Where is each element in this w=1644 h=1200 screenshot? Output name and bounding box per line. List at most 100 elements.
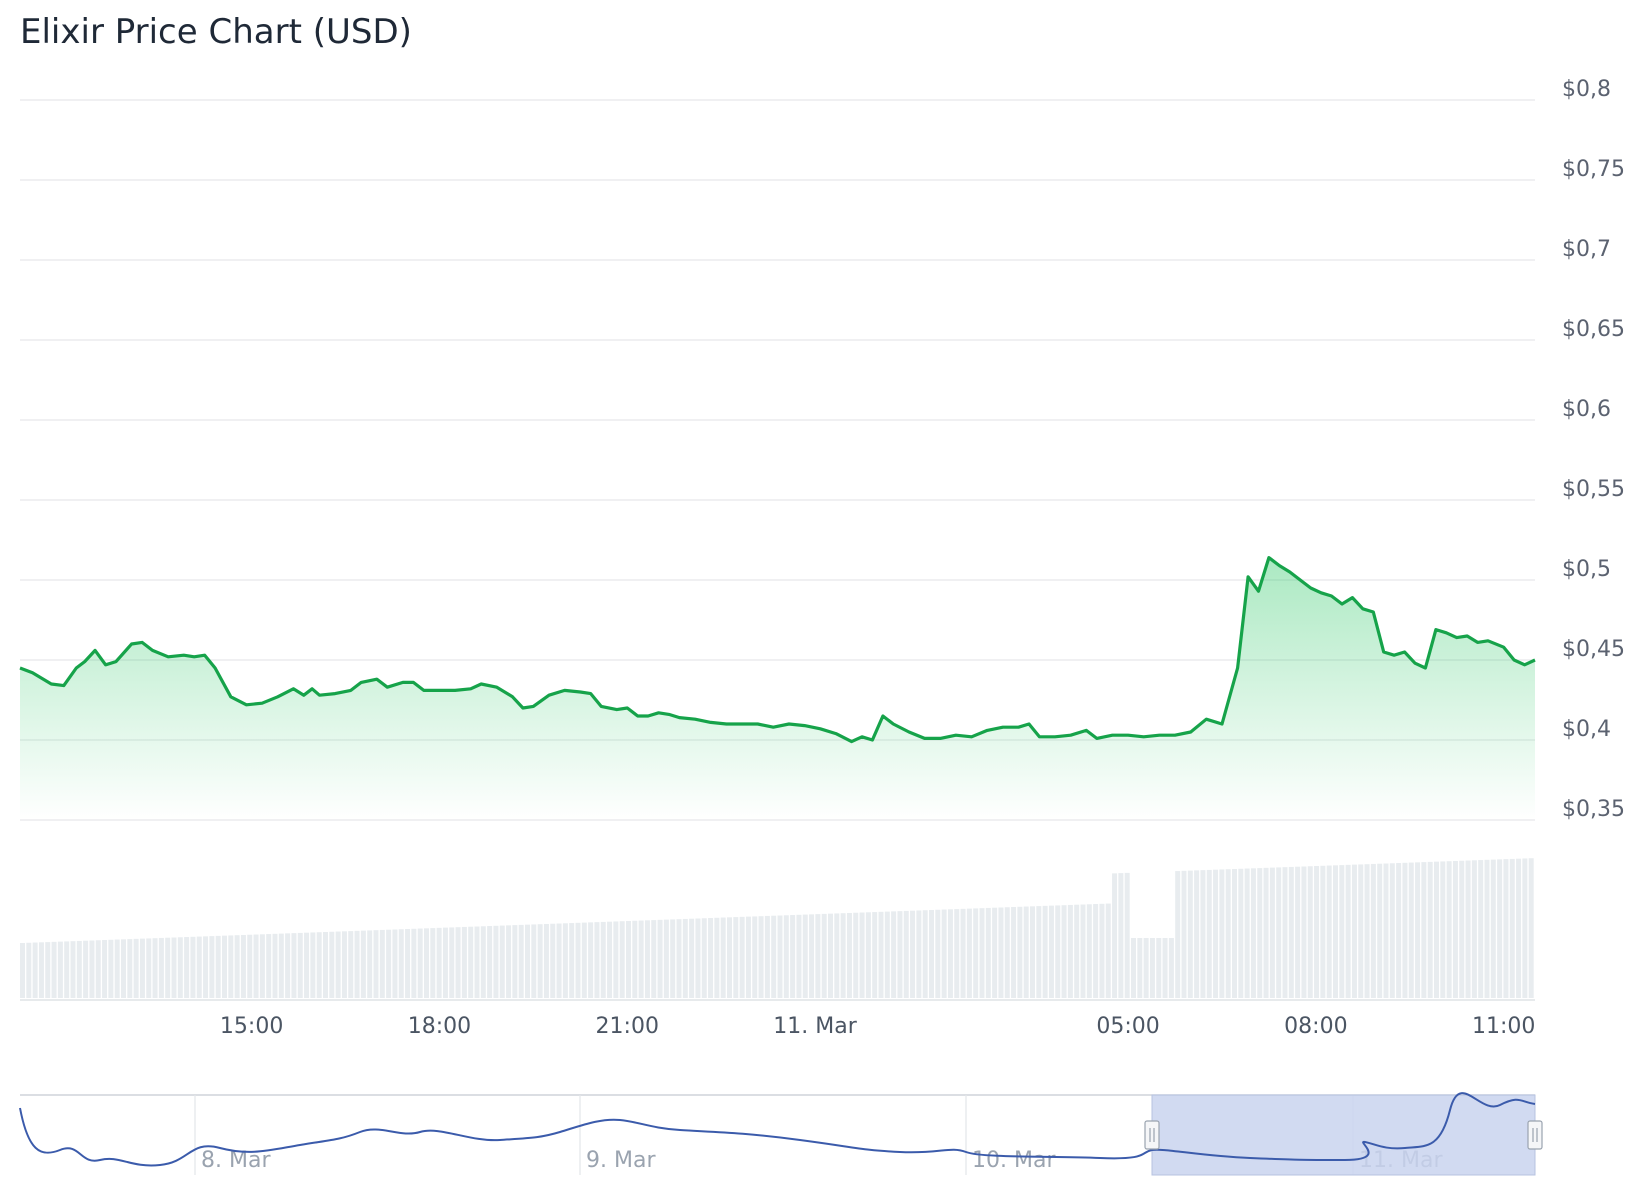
volume-bar — [1415, 862, 1421, 998]
volume-bar — [1017, 906, 1023, 998]
volume-bar — [1528, 858, 1534, 998]
volume-bar — [1440, 861, 1446, 998]
volume-bar — [1263, 867, 1269, 998]
volume-bar — [859, 912, 865, 998]
volume-bar — [960, 908, 966, 998]
volume-bar — [910, 910, 916, 998]
volume-bar — [670, 919, 676, 998]
volume-bar — [689, 918, 695, 998]
volume-bar — [771, 915, 777, 998]
volume-bar — [891, 911, 897, 998]
volume-bar — [1427, 861, 1433, 998]
volume-bar — [569, 923, 575, 998]
y-tick-label: $0,35 — [1562, 797, 1625, 822]
volume-bar — [1276, 867, 1282, 998]
navigator-line — [19, 1092, 1536, 1167]
volume-bar — [1036, 906, 1042, 998]
navigator-right-handle[interactable] — [1527, 1120, 1543, 1150]
volume-bar — [436, 927, 442, 998]
volume-bar — [1509, 858, 1515, 998]
volume-bar — [291, 933, 297, 998]
y-tick-label: $0,8 — [1562, 77, 1611, 102]
volume-bar — [121, 939, 126, 998]
volume-bar — [1351, 864, 1357, 998]
volume-bar — [76, 940, 82, 998]
volume-bar — [809, 914, 815, 998]
volume-bar — [487, 926, 493, 998]
volume-bar — [480, 926, 486, 998]
volume-bar — [127, 939, 133, 998]
volume-bar — [32, 942, 38, 998]
volume-bar — [1213, 869, 1219, 998]
volume-bar — [1156, 938, 1162, 998]
volume-bar — [1030, 906, 1035, 998]
volume-bar — [146, 938, 152, 998]
volume-bar — [1093, 904, 1099, 998]
volume-bar — [152, 938, 158, 998]
volume-bar — [998, 907, 1004, 998]
volume-bar — [209, 936, 215, 998]
volume-bar — [550, 923, 556, 998]
volume-bar — [1288, 866, 1294, 998]
volume-bar — [1339, 865, 1345, 998]
volume-bar — [405, 929, 411, 998]
volume-bar — [222, 935, 227, 998]
volume-bar — [1225, 869, 1231, 998]
volume-bar — [316, 932, 322, 998]
volume-bar — [1434, 861, 1439, 998]
navigator-day-label: 10. Mar — [972, 1148, 1056, 1173]
volume-bar — [1143, 938, 1149, 998]
volume-bar — [790, 915, 796, 998]
volume-bar — [720, 917, 726, 998]
volume-bar — [1320, 865, 1326, 998]
volume-bar — [897, 911, 903, 998]
volume-bar — [133, 938, 139, 998]
volume-bar — [1168, 938, 1174, 998]
volume-bar — [442, 927, 448, 998]
volume-bar — [493, 925, 499, 998]
volume-bar — [903, 910, 909, 998]
volume-bar — [1194, 870, 1200, 998]
volume-bar — [1377, 863, 1383, 998]
volume-bar — [367, 930, 373, 998]
volume-bar — [777, 915, 783, 998]
volume-bar — [38, 942, 44, 998]
volume-bar — [846, 912, 852, 998]
volume-bar — [449, 927, 455, 998]
x-tick-label: 11. Mar — [773, 1014, 857, 1039]
volume-bar — [1200, 870, 1206, 998]
volume-bar — [1307, 866, 1313, 998]
volume-bar — [1497, 859, 1503, 998]
volume-bar — [878, 911, 884, 998]
volume-bar — [954, 909, 960, 998]
volume-bar — [1452, 860, 1458, 998]
volume-bar — [297, 932, 303, 998]
volume-bar — [1282, 867, 1288, 998]
volume-bar — [714, 917, 720, 998]
volume-bar — [329, 931, 335, 998]
volume-bar — [1421, 862, 1427, 998]
volume-bar — [783, 915, 789, 998]
volume-bar — [506, 925, 512, 998]
volume-bar — [1219, 869, 1225, 998]
navigator-left-handle[interactable] — [1144, 1120, 1160, 1150]
price-line[interactable] — [19, 556, 1536, 744]
y-tick-label: $0,4 — [1562, 717, 1611, 742]
volume-bar — [1471, 860, 1477, 998]
price-series[interactable] — [19, 556, 1536, 820]
volume-bar — [1257, 868, 1263, 998]
navigator-day-label: 9. Mar — [586, 1148, 656, 1173]
navigator-selection[interactable] — [1151, 1094, 1536, 1176]
volume-bar — [701, 918, 707, 998]
volume-bar — [1459, 860, 1465, 998]
chart-title: Elixir Price Chart (USD) — [20, 12, 412, 52]
volume-bar — [727, 917, 732, 998]
volume-bar — [285, 933, 291, 998]
volume-bar — [165, 937, 171, 998]
volume-bar — [1124, 872, 1130, 998]
volume-bar — [929, 910, 934, 998]
volume-bar — [468, 926, 474, 998]
volume-bar — [1314, 866, 1320, 998]
